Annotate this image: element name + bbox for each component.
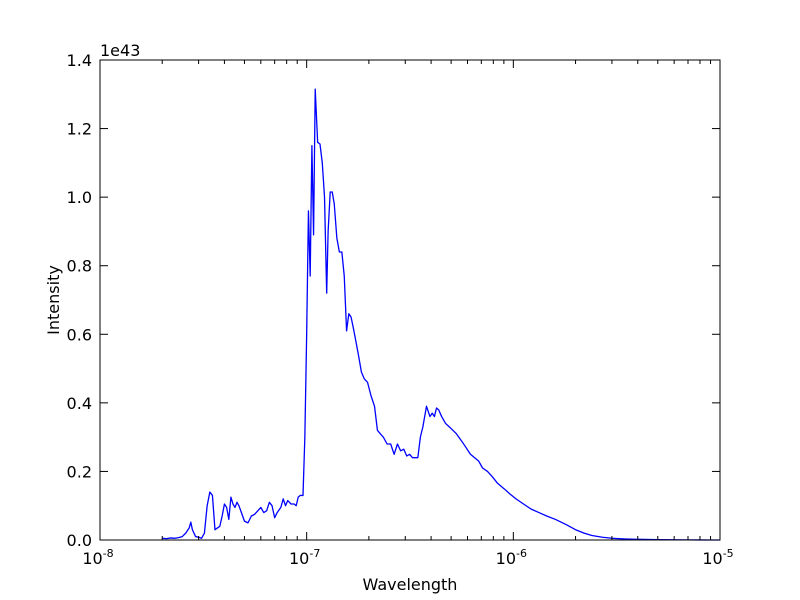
y-tick-label: 0.2 (67, 462, 92, 481)
y-tick-label: 1.0 (67, 188, 92, 207)
x-tick-label: 10-7 (289, 547, 320, 568)
axes-frame (99, 59, 721, 541)
y-tick-label: 0.8 (67, 257, 92, 276)
x-tick-label-base: 10 (702, 549, 722, 568)
y-tick-label: 0.4 (67, 394, 92, 413)
series-line-0 (162, 88, 720, 541)
x-tick-label-base: 10 (82, 549, 102, 568)
x-axis-label: Wavelength (363, 575, 458, 594)
x-tick-label-exponent: -5 (723, 547, 734, 560)
y-tick-label: 0.6 (67, 325, 92, 344)
x-tick-label-exponent: -8 (103, 547, 114, 560)
y-tick-label: 1.2 (67, 120, 92, 139)
y-offset-label: 1e43 (100, 41, 140, 60)
y-tick-label: 0.0 (67, 531, 92, 550)
x-tick-label-exponent: -7 (309, 547, 320, 560)
y-axis-label: Intensity (44, 265, 63, 335)
x-axis-ticks: 10-8 10-7 10-6 10-5 (82, 60, 734, 568)
x-tick-label: 10-8 (82, 547, 113, 568)
x-tick-label: 10-6 (496, 547, 527, 568)
x-tick-label: 10-5 (702, 547, 733, 568)
x-tick-label-exponent: -6 (516, 547, 527, 560)
y-axis-ticks: 0.0 0.2 0.4 0.6 0.8 1.0 1.2 1.4 (67, 51, 720, 550)
x-tick-label-base: 10 (496, 549, 516, 568)
plot-area (162, 88, 720, 541)
y-tick-label: 1.4 (67, 51, 92, 70)
x-tick-label-base: 10 (289, 549, 309, 568)
